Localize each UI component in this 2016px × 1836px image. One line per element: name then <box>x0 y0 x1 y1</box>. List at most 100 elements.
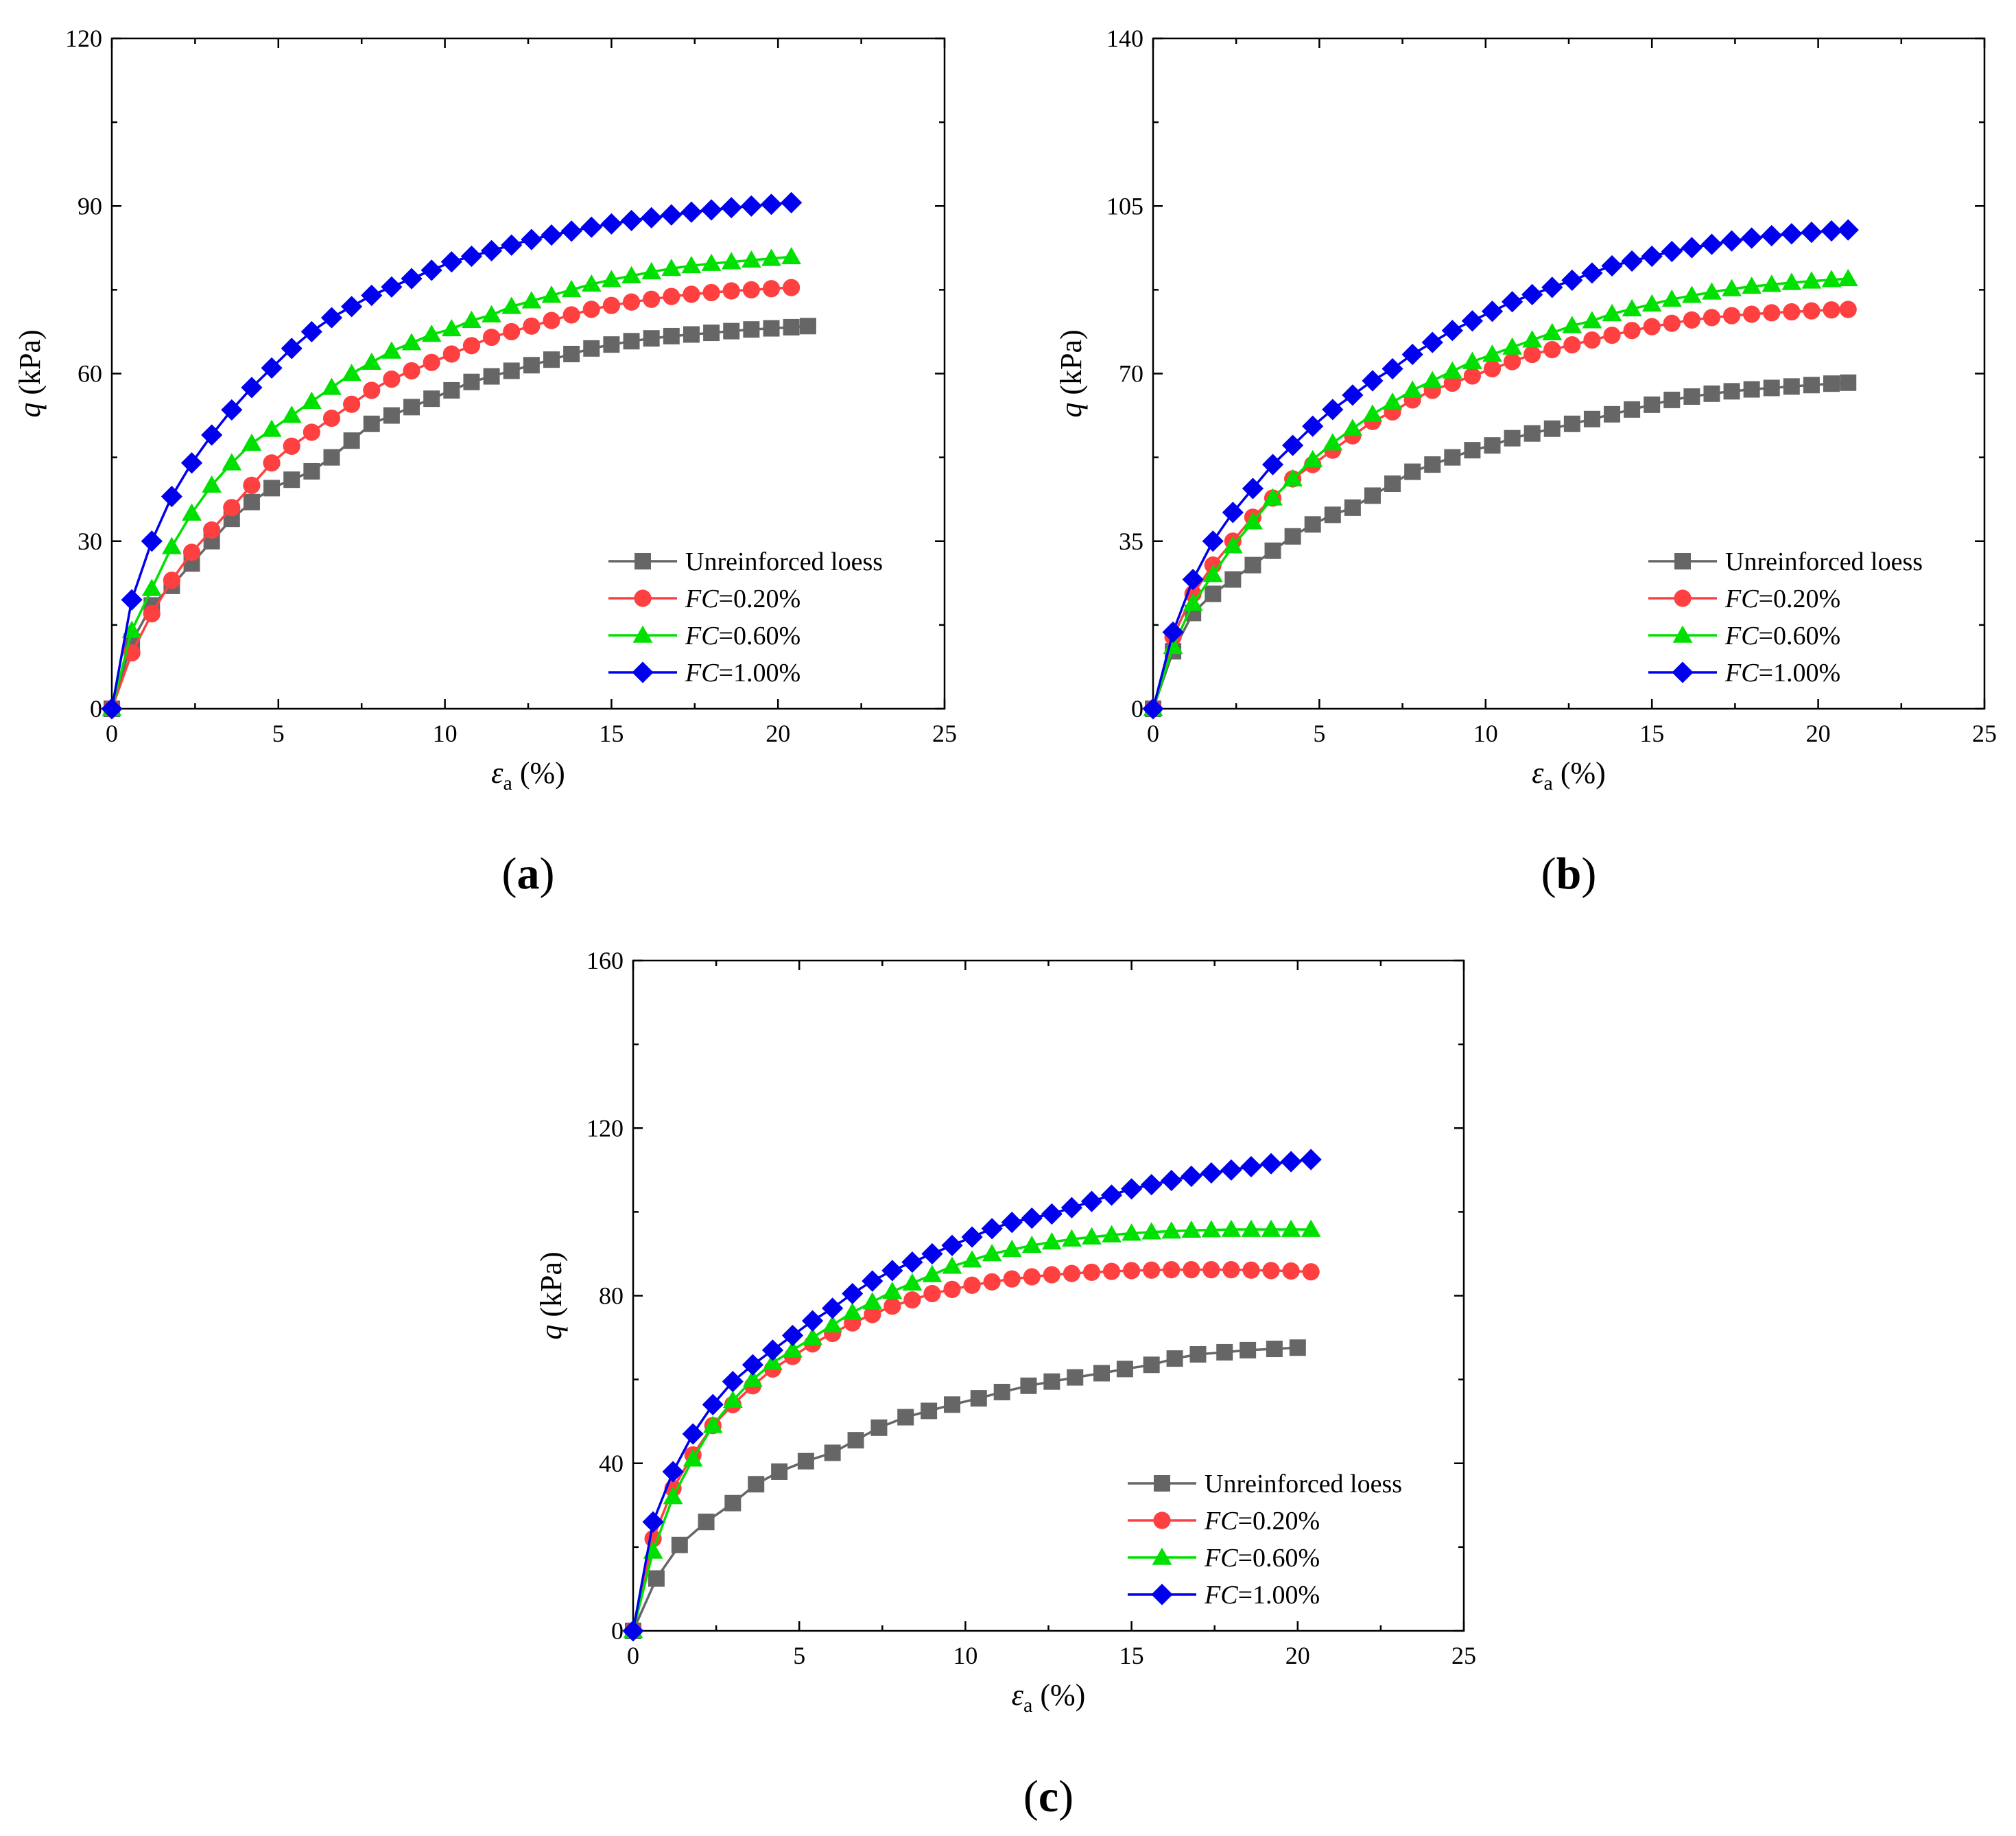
data-point <box>1781 272 1802 290</box>
series-unreinforced <box>625 1339 1306 1639</box>
data-point <box>760 193 783 215</box>
data-point <box>762 280 781 298</box>
data-point <box>363 381 381 399</box>
x-axis-subscript: a <box>1023 1694 1032 1717</box>
data-point <box>1242 478 1264 499</box>
data-point <box>803 1328 822 1345</box>
data-point <box>263 480 281 497</box>
data-point <box>723 322 740 340</box>
data-point <box>1821 220 1842 242</box>
legend-marker <box>1674 589 1692 607</box>
data-point <box>783 279 801 296</box>
data-point <box>1240 1155 1262 1178</box>
data-point <box>1741 227 1763 249</box>
data-point <box>1202 530 1224 552</box>
data-point <box>1202 565 1223 582</box>
data-point <box>203 521 221 539</box>
data-point <box>1661 289 1682 307</box>
data-point <box>1289 1339 1306 1356</box>
data-point <box>361 352 382 370</box>
data-point <box>1761 224 1783 247</box>
data-point <box>381 341 402 359</box>
data-point <box>771 1463 788 1480</box>
data-point <box>361 284 383 307</box>
data-point <box>363 415 380 432</box>
data-point <box>1222 536 1243 554</box>
data-point <box>480 239 503 261</box>
x-tick-label: 5 <box>272 720 285 747</box>
data-point <box>1763 379 1780 397</box>
data-point <box>1563 415 1580 432</box>
x-tick-label: 20 <box>766 720 790 747</box>
legend-label-text: =0.20% <box>719 585 801 613</box>
series-fc100 <box>1142 219 1859 720</box>
data-point <box>922 1264 942 1282</box>
data-point <box>1464 442 1481 459</box>
data-point <box>1003 1270 1021 1288</box>
data-point <box>680 201 702 223</box>
y-tick-label: 30 <box>78 528 102 555</box>
legend-label: FC=0.20% <box>1204 1507 1320 1535</box>
data-point <box>741 250 761 268</box>
legend-marker <box>1154 1475 1170 1492</box>
data-point <box>1444 449 1461 466</box>
y-tick-label: 70 <box>1119 360 1143 388</box>
data-point <box>182 543 201 561</box>
data-point <box>864 1306 881 1323</box>
data-point <box>1762 274 1782 292</box>
data-point <box>1722 279 1742 296</box>
data-point <box>581 274 602 292</box>
y-tick-label: 80 <box>599 1282 624 1310</box>
data-point <box>1142 698 1164 720</box>
data-point <box>1641 294 1662 312</box>
data-point <box>1681 237 1703 259</box>
data-point <box>201 424 223 446</box>
x-axis-subscript: a <box>1544 772 1553 795</box>
data-point <box>381 276 403 298</box>
data-point <box>1082 1263 1101 1281</box>
data-point <box>1303 449 1323 467</box>
data-point <box>1462 351 1482 369</box>
data-point <box>901 1251 923 1273</box>
data-point <box>942 1256 962 1274</box>
legend-item-fc100: FC=1.00% <box>1128 1581 1320 1610</box>
y-axis-unit: (kPa) <box>1054 329 1088 402</box>
data-point <box>681 255 702 274</box>
data-point <box>1839 301 1857 318</box>
legend-label-italic: FC <box>1724 585 1759 613</box>
legend-label-text: Unreinforced loess <box>1205 1470 1402 1498</box>
data-point <box>1264 542 1281 559</box>
data-point <box>1067 1369 1084 1386</box>
x-axis-subscript: a <box>503 772 512 795</box>
data-point <box>662 1461 684 1483</box>
data-point <box>881 1260 903 1282</box>
data-point <box>761 248 781 266</box>
data-point <box>322 410 341 427</box>
series-fc020 <box>1144 301 1857 718</box>
legend-label-text: =0.60% <box>1238 1544 1320 1573</box>
x-axis-label: εa (%) <box>491 756 565 795</box>
data-point <box>724 1494 742 1511</box>
data-point <box>993 1383 1010 1400</box>
legend: Unreinforced loessFC=0.20%FC=0.60%FC=1.0… <box>1648 548 1923 687</box>
y-axis-label: q (kPa) <box>1054 329 1088 417</box>
series-fc060 <box>102 246 802 716</box>
data-point <box>970 1390 987 1407</box>
legend-item-fc060: FC=0.60% <box>1648 622 1840 650</box>
data-point <box>799 318 816 335</box>
data-point <box>543 311 560 329</box>
data-point <box>702 1415 723 1433</box>
data-point <box>1783 303 1801 321</box>
legend-label-italic: FC <box>1724 659 1759 687</box>
data-point <box>1838 268 1858 287</box>
data-point <box>643 290 661 308</box>
data-point <box>897 1409 914 1426</box>
data-point <box>683 326 700 343</box>
data-point <box>483 368 500 385</box>
data-point <box>463 373 480 390</box>
y-tick-label: 120 <box>586 1114 624 1142</box>
data-point <box>523 357 540 374</box>
data-point <box>202 475 222 493</box>
y-tick-label: 60 <box>78 360 102 388</box>
legend-item-fc020: FC=0.20% <box>1648 585 1840 613</box>
